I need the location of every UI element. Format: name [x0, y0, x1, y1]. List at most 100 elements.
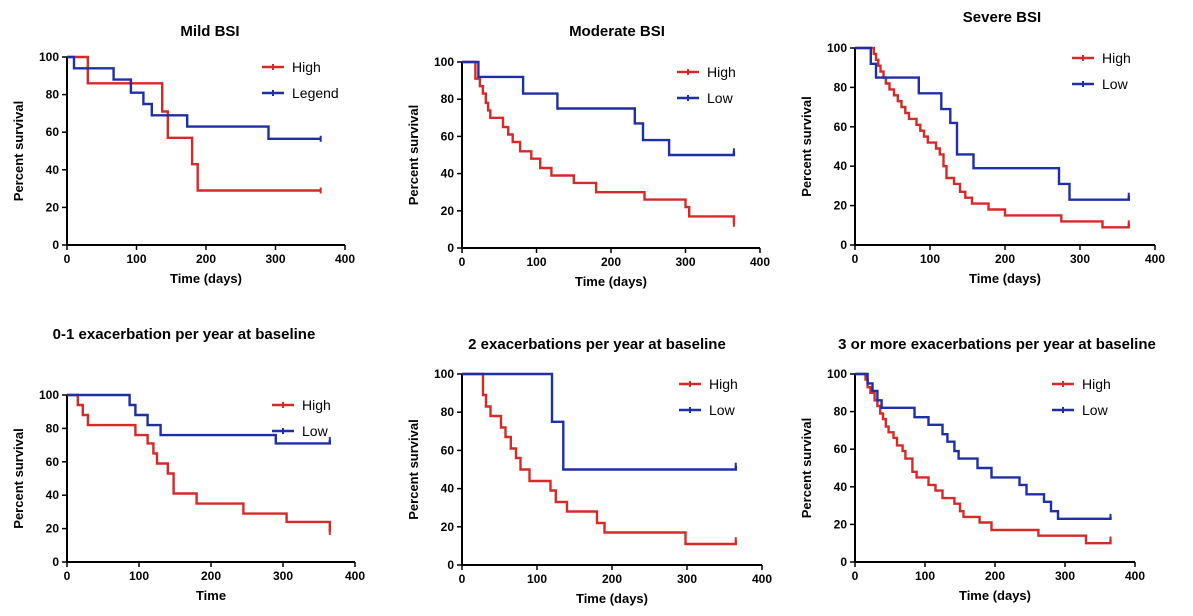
x-tick-label: 300: [1070, 252, 1090, 266]
x-tick-label: 400: [1145, 252, 1165, 266]
chart-panel-5: 2 exacerbations per year at baseline 0 20 4…: [406, 336, 772, 606]
x-axis-label: Time (days): [969, 271, 1041, 286]
y-tick-label: 100: [39, 50, 59, 64]
chart-title: 2 exacerbations per year at baseline: [468, 336, 726, 353]
x-tick-label: 400: [335, 252, 355, 266]
x-tick-label: 400: [750, 255, 770, 269]
x-axis-label: Time: [196, 588, 226, 603]
chart-title: Severe BSI: [963, 9, 1041, 26]
x-tick-label: 100: [126, 252, 146, 266]
y-tick-label: 0: [52, 555, 59, 569]
legend-label-high: High: [292, 59, 321, 75]
legend-label-low: Low: [302, 423, 329, 439]
chart-panel-3: Severe BSI 0 20 40 60 80 100 0 100 200 300 400 Time …: [799, 9, 1165, 286]
y-tick-label: 80: [441, 92, 455, 106]
x-tick-label: 400: [1125, 569, 1145, 583]
x-tick-label: 300: [273, 569, 293, 583]
x-tick-label: 200: [601, 255, 621, 269]
y-tick-label: 40: [441, 167, 455, 181]
y-tick-label: 60: [441, 129, 455, 143]
x-tick-label: 300: [675, 255, 695, 269]
y-tick-label: 80: [834, 80, 848, 94]
survival-curve-low: [462, 372, 737, 471]
y-tick-label: 40: [46, 163, 60, 177]
y-tick-label: 100: [434, 367, 454, 381]
y-tick-label: 100: [827, 367, 847, 381]
x-tick-label: 200: [995, 252, 1015, 266]
y-tick-label: 80: [46, 421, 60, 435]
y-axis-label: Percent survival: [799, 418, 814, 518]
chart-panel-1: Mild BSI 0 20 40 60 80 100 0 100 200 300 400 Time (d…: [11, 23, 355, 286]
survival-curve-high: [462, 60, 736, 224]
chart-title: Mild BSI: [180, 23, 239, 40]
y-tick-label: 60: [46, 125, 60, 139]
x-tick-label: 0: [459, 255, 466, 269]
x-tick-label: 100: [526, 255, 546, 269]
y-axis-label: Percent survival: [11, 428, 26, 528]
chart-panel-2: Moderate BSI 0 20 40 60 80 100 0 100 200 300 400 Tim…: [406, 23, 770, 289]
y-tick-label: 20: [441, 520, 455, 534]
y-tick-label: 60: [834, 120, 848, 134]
x-tick-label: 200: [602, 572, 622, 586]
survival-curve-low: [67, 393, 331, 445]
y-tick-label: 80: [46, 88, 60, 102]
x-tick-label: 100: [920, 252, 940, 266]
y-tick-label: 80: [834, 405, 848, 419]
x-tick-label: 400: [345, 569, 365, 583]
survival-curve-high: [462, 372, 737, 546]
y-tick-label: 80: [441, 405, 455, 419]
x-tick-label: 200: [985, 569, 1005, 583]
legend-label-high: High: [302, 397, 331, 413]
survival-curve-low: [855, 372, 1112, 520]
legend-label-high: High: [1082, 376, 1111, 392]
y-axis-label: Percent survival: [799, 96, 814, 196]
y-tick-label: 0: [52, 238, 59, 252]
y-tick-label: 20: [834, 199, 848, 213]
x-tick-label: 0: [64, 252, 71, 266]
y-tick-label: 0: [447, 558, 454, 572]
x-tick-label: 0: [852, 569, 859, 583]
legend-label-low: Low: [1102, 76, 1129, 92]
y-tick-label: 60: [834, 442, 848, 456]
x-axis-label: Time (days): [170, 271, 242, 286]
y-tick-label: 20: [46, 200, 60, 214]
y-tick-label: 0: [840, 238, 847, 252]
y-tick-label: 0: [840, 555, 847, 569]
y-tick-label: 40: [441, 482, 455, 496]
chart-panel-6: 3 or more exacerbations per year at base…: [799, 336, 1156, 603]
x-axis-label: Time (days): [959, 588, 1031, 603]
survival-curve-high: [855, 46, 1130, 229]
legend-label-high: High: [707, 64, 736, 80]
y-tick-label: 60: [441, 443, 455, 457]
y-axis-label: Percent survival: [11, 101, 26, 201]
x-tick-label: 0: [459, 572, 466, 586]
y-tick-label: 0: [447, 241, 454, 255]
y-tick-label: 20: [46, 522, 60, 536]
legend-label-high: High: [1102, 50, 1131, 66]
y-axis-label: Percent survival: [406, 419, 421, 519]
chart-panel-4: 0-1 exacerbation per year at baseline 0 20…: [11, 326, 365, 603]
legend-label-legend: Legend: [292, 85, 339, 101]
x-axis-label: Time (days): [576, 591, 648, 606]
y-tick-label: 100: [39, 388, 59, 402]
x-tick-label: 200: [201, 569, 221, 583]
x-tick-label: 300: [1055, 569, 1075, 583]
legend-label-high: High: [709, 376, 738, 392]
x-tick-label: 0: [64, 569, 71, 583]
y-tick-label: 20: [834, 517, 848, 531]
y-tick-label: 100: [434, 55, 454, 69]
x-tick-label: 100: [129, 569, 149, 583]
x-tick-label: 200: [196, 252, 216, 266]
y-tick-label: 40: [46, 488, 60, 502]
y-tick-label: 60: [46, 455, 60, 469]
y-tick-label: 100: [827, 41, 847, 55]
x-tick-label: 100: [527, 572, 547, 586]
chart-title: 0-1 exacerbation per year at baseline: [53, 326, 316, 343]
y-tick-label: 40: [834, 480, 848, 494]
survival-curve-legend: [67, 55, 321, 140]
x-tick-label: 300: [265, 252, 285, 266]
x-tick-label: 300: [677, 572, 697, 586]
legend-label-low: Low: [1082, 402, 1109, 418]
x-tick-label: 100: [915, 569, 935, 583]
survival-curve-high: [67, 393, 331, 532]
